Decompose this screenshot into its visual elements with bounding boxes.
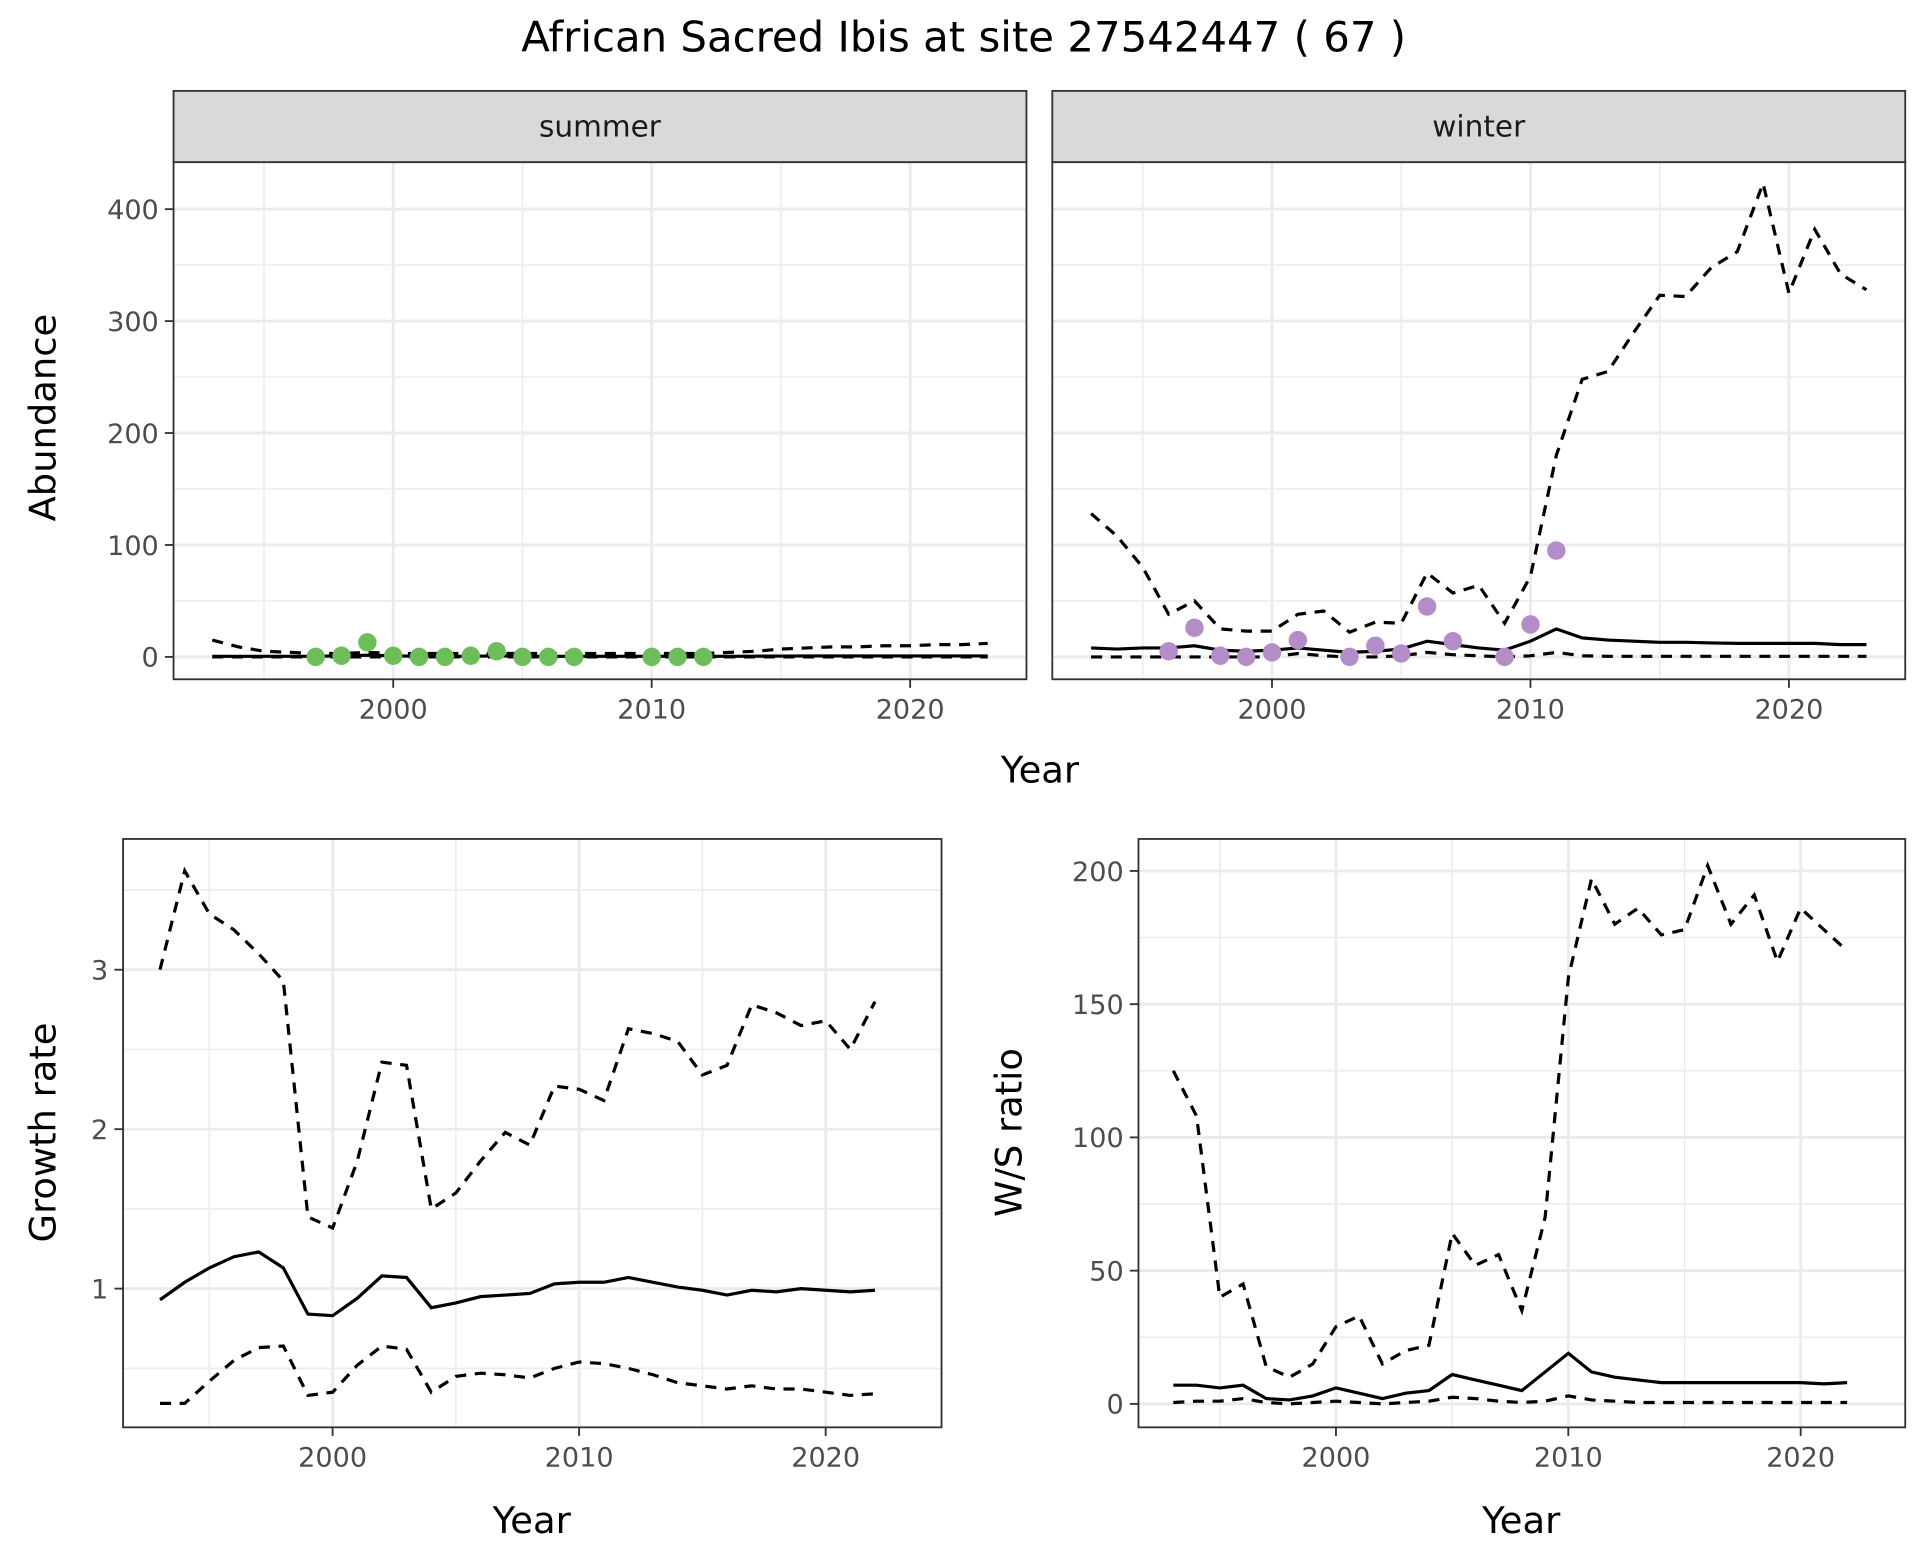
x-tick-label: 2020: [1766, 1443, 1835, 1474]
data-point: [564, 647, 584, 667]
y-tick-label: 400: [107, 195, 159, 226]
y-axis-title: Growth rate: [21, 1023, 64, 1243]
series-line-upper: [158, 866, 877, 1231]
x-tick-label: 2020: [1754, 695, 1823, 726]
data-point: [642, 647, 661, 667]
x-axis-title: Year: [492, 1499, 572, 1542]
series-line-upper: [1090, 177, 1868, 635]
y-axis-title: Abundance: [21, 314, 64, 522]
y-tick-label: 0: [1106, 1390, 1123, 1421]
data-point: [409, 647, 429, 667]
x-axis-title: Year: [1481, 1499, 1561, 1542]
x-tick-label: 2000: [1302, 1443, 1371, 1474]
data-point: [1288, 630, 1308, 650]
data-point: [487, 642, 506, 661]
x-tick-label: 2000: [298, 1443, 367, 1474]
panel-winter: winter 2000 2010 2020: [1051, 89, 1907, 726]
data-point: [513, 647, 532, 667]
x-tick-label: 2000: [359, 695, 428, 726]
x-tick-label: 2010: [1496, 695, 1565, 726]
x-tick-label: 2010: [545, 1443, 614, 1474]
y-tick-label: 100: [107, 531, 159, 562]
data-point: [332, 646, 351, 665]
plot-background: [123, 838, 942, 1428]
figure-title: African Sacred Ibis at site 27542447 ( 6…: [521, 13, 1406, 62]
x-axis-title-abundance: Year: [1000, 748, 1080, 791]
data-point: [1417, 597, 1437, 616]
data-point: [1262, 643, 1282, 662]
panel-growth: 2000 2010 2020 1 2 3 Growth rate Year: [21, 838, 943, 1542]
data-point: [694, 647, 713, 667]
y-tick-label: 2: [91, 1115, 108, 1146]
plot-background: [1052, 162, 1906, 680]
plot-background: [1138, 838, 1906, 1428]
series-line-lower: [1173, 1394, 1848, 1406]
data-point: [1211, 646, 1230, 665]
data-point: [1159, 642, 1178, 661]
series-line-lower: [160, 1344, 876, 1405]
y-tick-label: 50: [1089, 1257, 1123, 1288]
data-point: [1521, 615, 1540, 634]
data-point: [461, 646, 480, 665]
data-point: [1392, 644, 1411, 663]
data-point: [1185, 618, 1204, 637]
data-point: [384, 646, 403, 665]
plot-background: [173, 162, 1027, 680]
data-point: [435, 647, 455, 667]
facet-strip-label: winter: [1432, 109, 1526, 143]
series-line-mean: [1173, 1351, 1848, 1402]
x-tick-label: 2010: [1534, 1443, 1603, 1474]
data-point: [358, 633, 377, 652]
data-point: [539, 647, 558, 667]
x-tick-label: 2000: [1238, 695, 1307, 726]
y-tick-label: 300: [107, 307, 159, 338]
panel-ratio: 2000 2010 2020 0 50 100 150 200 W/S ratio Year: [988, 838, 1907, 1542]
data-point: [1366, 636, 1385, 655]
x-tick-label: 2020: [876, 695, 945, 726]
data-point: [1495, 647, 1514, 667]
y-tick-label: 100: [1072, 1123, 1124, 1154]
x-tick-label: 2010: [617, 695, 686, 726]
facet-strip-label: summer: [539, 109, 662, 143]
y-tick-label: 200: [107, 419, 159, 450]
y-tick-label: 3: [91, 956, 108, 987]
panel-border: [122, 838, 943, 1429]
data-point: [1236, 647, 1256, 667]
y-tick-label: 200: [1072, 857, 1124, 888]
data-point: [1547, 541, 1566, 560]
facet-strip: [172, 89, 1028, 164]
series-line-mean: [159, 1250, 876, 1318]
data-point: [306, 647, 325, 667]
y-tick-label: 1: [91, 1274, 108, 1305]
data-point: [1443, 632, 1463, 651]
y-tick-label: 150: [1072, 990, 1124, 1021]
x-tick-label: 2020: [791, 1443, 860, 1474]
data-point: [668, 647, 687, 667]
facet-strip: [1051, 89, 1907, 164]
panel-summer: summer 2000 2010 2020 0 100 200 300 400 Abundance: [21, 89, 1028, 726]
data-point: [1340, 647, 1359, 667]
y-tick-label: 0: [142, 643, 159, 674]
y-axis-title: W/S ratio: [988, 1048, 1031, 1217]
panel-border: [1137, 838, 1907, 1429]
